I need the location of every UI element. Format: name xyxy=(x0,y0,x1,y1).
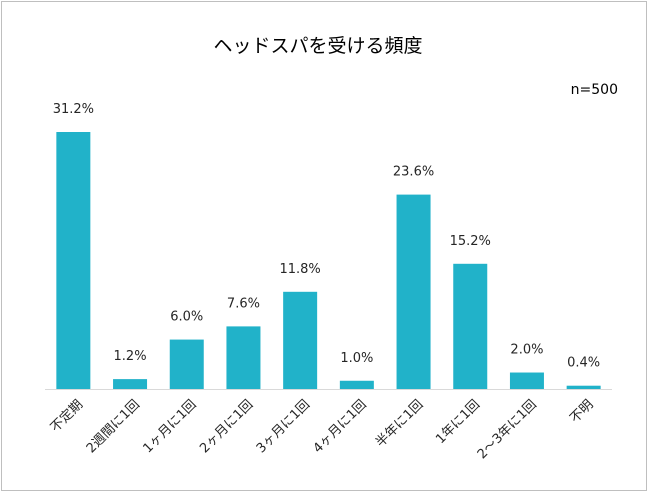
data-label-7: 15.2% xyxy=(450,234,491,249)
bar-4 xyxy=(283,291,318,389)
category-label-8: 2～3年に1回 xyxy=(475,397,540,462)
category-label-3: 2ヶ月に1回 xyxy=(197,397,256,456)
bar-8 xyxy=(509,372,544,389)
data-label-1: 1.2% xyxy=(114,349,147,364)
bar-2 xyxy=(169,339,204,389)
bar-7 xyxy=(453,263,488,389)
data-label-0: 31.2% xyxy=(53,102,94,117)
chart-title: ヘッドスパを受ける頻度 xyxy=(213,35,422,57)
category-label-2: 1ヶ月に1回 xyxy=(141,397,200,456)
data-label-8: 2.0% xyxy=(510,343,543,358)
category-label-1: 2週間に1回 xyxy=(84,397,143,456)
category-label-5: 4ヶ月に1回 xyxy=(311,397,370,456)
bar-6 xyxy=(396,194,431,389)
bar-5 xyxy=(339,380,374,389)
data-label-6: 23.6% xyxy=(393,165,434,180)
category-label-7: 1年に1回 xyxy=(433,397,483,447)
category-label-9: 不明 xyxy=(567,397,596,426)
data-label-2: 6.0% xyxy=(170,310,203,325)
data-label-4: 11.8% xyxy=(279,262,320,277)
category-label-6: 半年に1回 xyxy=(373,397,426,450)
sample-size-note: n=500 xyxy=(571,82,618,98)
data-label-3: 7.6% xyxy=(227,296,260,311)
data-label-9: 0.4% xyxy=(567,356,600,371)
category-label-0: 不定期 xyxy=(48,397,86,435)
bar-1 xyxy=(113,379,148,389)
bar-3 xyxy=(226,326,261,389)
bar-0 xyxy=(56,132,91,389)
bars-group xyxy=(56,132,601,389)
data-labels-group: 31.2% 1.2% 6.0% 7.6% 11.8% 1.0% 23.6% 15.2% 2.0%… xyxy=(53,102,600,371)
data-label-5: 1.0% xyxy=(340,351,373,366)
category-label-4: 3ヶ月に1回 xyxy=(254,397,313,456)
bar-9 xyxy=(566,385,601,389)
